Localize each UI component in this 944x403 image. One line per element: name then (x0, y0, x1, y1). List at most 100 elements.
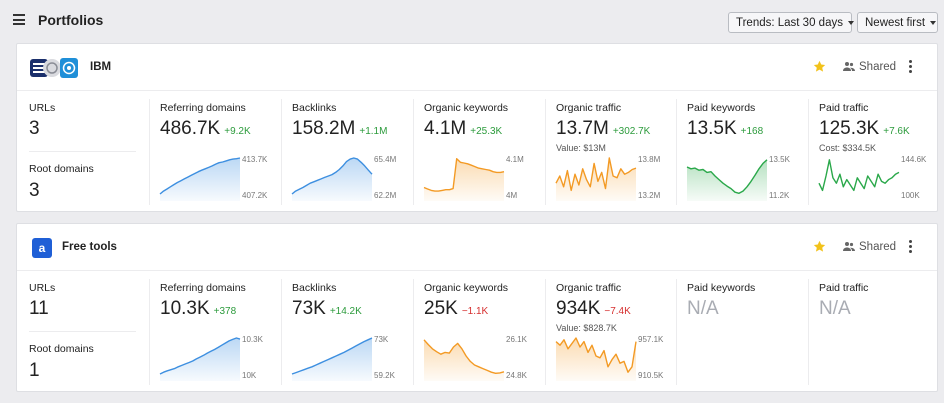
metric-value[interactable]: 10.3K +378 (160, 298, 236, 320)
metric-label: Backlinks (292, 102, 337, 114)
root-domains-value[interactable]: 1 (29, 360, 40, 381)
urls-value[interactable]: 3 (29, 118, 40, 139)
sort-dropdown[interactable]: Newest first (857, 12, 938, 33)
metric-paid-keywords[interactable]: Paid keywords N/A (687, 271, 805, 393)
divider (29, 151, 136, 152)
sparkline-area (556, 158, 636, 201)
sparkline-line (423, 158, 505, 192)
metric-subtext: Value: $828.7K (556, 323, 617, 333)
metric-label: Paid traffic (819, 102, 869, 114)
trends-dropdown[interactable]: Trends: Last 30 days (728, 12, 854, 33)
metric-delta: +14.2K (329, 306, 362, 317)
sparkline-min-label: 407.2K (242, 191, 268, 200)
metric-label: Paid keywords (687, 282, 756, 294)
metric-delta: +168 (740, 126, 764, 137)
sparkline-chart[interactable] (818, 155, 900, 201)
metric-backlinks[interactable]: Backlinks 73K +14.2K 73K 59.2K (291, 271, 410, 393)
metric-referring-domains[interactable]: Referring domains 486.7K +9.2K 413.7K 407.2K (159, 91, 278, 213)
sparkline-chart[interactable] (686, 155, 768, 201)
metric-value-number: 73K (292, 298, 326, 319)
metric-value-number: 13.7M (556, 118, 609, 139)
metric-label: Referring domains (160, 282, 246, 294)
metric-subtext: Cost: $334.5K (819, 143, 877, 153)
urls-column: URLs 3 Root domains 3 (29, 91, 136, 213)
metric-value[interactable]: 73K +14.2K (292, 298, 362, 320)
people-icon (843, 62, 855, 71)
sparkline-min-label: 4M (506, 191, 518, 200)
more-options-icon[interactable] (909, 240, 913, 253)
metric-paid-traffic[interactable]: Paid traffic N/A (819, 271, 937, 393)
sparkline-chart[interactable] (291, 335, 373, 381)
metric-value[interactable]: 125.3K +7.6K (819, 118, 910, 140)
sparkline-min-label: 24.8K (506, 371, 527, 380)
column-divider (413, 99, 414, 205)
metric-label: Organic keywords (424, 102, 509, 114)
metric-value[interactable]: 158.2M +1.1M (292, 118, 387, 140)
star-icon[interactable] (813, 60, 826, 73)
metric-delta: +378 (213, 306, 237, 317)
sparkline-min-label: 13.2M (638, 191, 661, 200)
metric-label: Organic keywords (424, 282, 509, 294)
metric-organic-traffic[interactable]: Organic traffic 13.7M +302.7K Value: $13M 13… (555, 91, 674, 213)
sparkline-max-label: 65.4M (374, 155, 397, 164)
metric-label: Paid keywords (687, 102, 756, 114)
shared-label[interactable]: Shared (859, 241, 897, 253)
metric-value[interactable]: 13.7M +302.7K (556, 118, 650, 140)
root-domains-label: Root domains (29, 163, 94, 175)
portfolio-logos-icon (30, 58, 78, 78)
sparkline-max-label: 73K (374, 335, 389, 344)
sparkline-chart[interactable] (291, 155, 373, 201)
sparkline-chart[interactable] (159, 335, 241, 381)
root-domains-value[interactable]: 3 (29, 180, 40, 201)
sparkline-chart[interactable] (555, 335, 637, 381)
metric-value-number: 10.3K (160, 298, 210, 319)
metric-organic-keywords[interactable]: Organic keywords 25K −1.1K 26.1K 24.8K (423, 271, 542, 393)
column-divider (676, 279, 677, 385)
sparkline-area (292, 158, 372, 201)
sparkline-chart[interactable] (423, 335, 505, 381)
metric-subtext: Value: $13M (556, 143, 606, 153)
metric-label: Backlinks (292, 282, 337, 294)
urls-value[interactable]: 11 (29, 298, 49, 319)
metric-organic-keywords[interactable]: Organic keywords 4.1M +25.3K 4.1M 4M (423, 91, 542, 213)
metric-backlinks[interactable]: Backlinks 158.2M +1.1M 65.4M 62.2M (291, 91, 410, 213)
shared-label[interactable]: Shared (859, 61, 897, 73)
sparkline-line (686, 159, 768, 194)
column-divider (545, 99, 546, 205)
metric-value[interactable]: 25K −1.1K (424, 298, 488, 320)
sparkline-chart[interactable] (159, 155, 241, 201)
metric-delta: +9.2K (224, 126, 251, 137)
metric-value-number: 158.2M (292, 118, 356, 139)
sparkline-area (424, 158, 504, 201)
metric-value-number: 125.3K (819, 118, 880, 139)
sparkline-chart[interactable] (423, 155, 505, 201)
sparkline-min-label: 10K (242, 371, 257, 380)
sparkline-area (556, 338, 636, 381)
hamburger-menu-icon[interactable] (13, 14, 25, 25)
metric-paid-keywords[interactable]: Paid keywords 13.5K +168 13.5K 11.2K (686, 91, 805, 213)
sparkline-area (424, 339, 504, 381)
metric-label: Organic traffic (556, 102, 622, 114)
trends-dropdown-label: Trends: Last 30 days (736, 16, 843, 29)
metric-value-na: N/A (687, 298, 719, 319)
metric-value[interactable]: 13.5K +168 (687, 118, 763, 140)
sparkline-chart[interactable] (555, 155, 637, 201)
portfolio-header: IBM Shared (17, 44, 937, 91)
ahrefs-logo-icon: a (32, 238, 52, 258)
metric-label: Organic traffic (556, 282, 622, 294)
star-icon[interactable] (813, 240, 826, 253)
metric-referring-domains[interactable]: Referring domains 10.3K +378 10.3K 10K (159, 271, 278, 393)
column-divider (149, 99, 150, 205)
more-options-icon[interactable] (909, 60, 913, 73)
root-domains-label: Root domains (29, 343, 94, 355)
metric-paid-traffic[interactable]: Paid traffic 125.3K +7.6K Cost: $334.5K 144.… (818, 91, 937, 213)
portfolio-name[interactable]: Free tools (62, 241, 117, 253)
metric-value[interactable]: 4.1M +25.3K (424, 118, 502, 140)
metric-organic-traffic[interactable]: Organic traffic 934K −7.4K Value: $828.7K 95… (555, 271, 674, 393)
metric-delta: −7.4K (604, 306, 631, 317)
column-divider (281, 99, 282, 205)
portfolio-name[interactable]: IBM (90, 61, 112, 73)
metric-value[interactable]: 934K −7.4K (556, 298, 631, 320)
metric-value[interactable]: 486.7K +9.2K (160, 118, 251, 140)
sparkline-min-label: 59.2K (374, 371, 395, 380)
